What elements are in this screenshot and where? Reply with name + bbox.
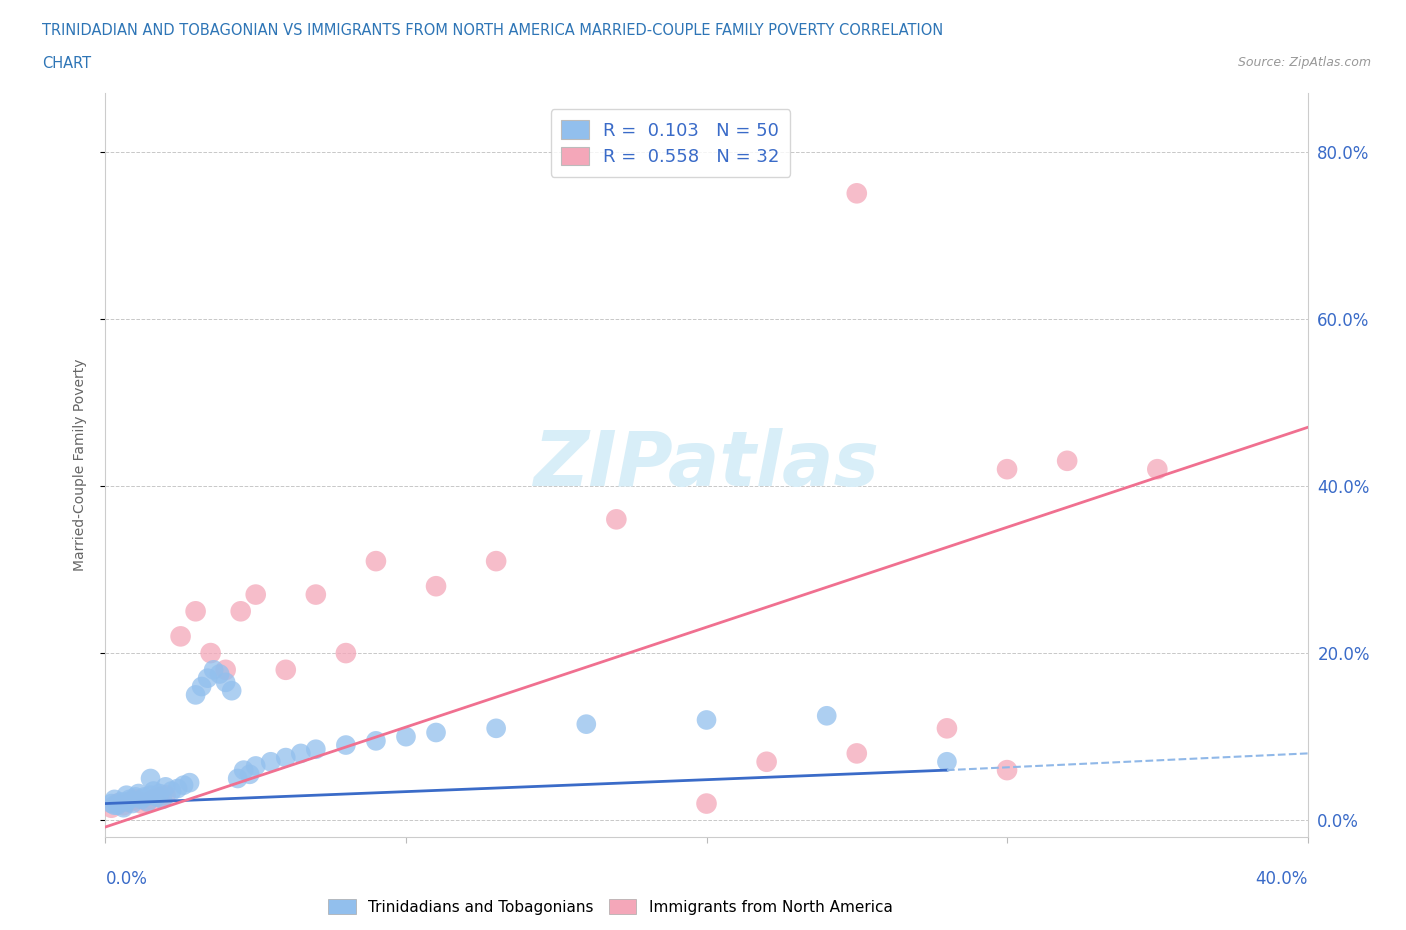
Point <box>139 788 162 803</box>
Point <box>166 781 188 796</box>
Point <box>115 788 138 803</box>
Point <box>124 792 146 807</box>
Point <box>103 792 125 807</box>
Text: 0.0%: 0.0% <box>105 870 148 888</box>
Point <box>845 746 868 761</box>
Point <box>148 786 170 801</box>
Point <box>148 790 170 804</box>
Point <box>155 779 177 794</box>
Point <box>112 801 135 816</box>
Point <box>142 784 165 799</box>
Point <box>208 667 231 682</box>
Point <box>936 721 959 736</box>
Point <box>305 742 328 757</box>
Point <box>136 794 159 809</box>
Point <box>107 796 129 811</box>
Point <box>160 784 183 799</box>
Legend: Trinidadians and Tobagonians, Immigrants from North America: Trinidadians and Tobagonians, Immigrants… <box>328 899 893 915</box>
Point <box>395 729 418 744</box>
Point <box>118 794 141 809</box>
Point <box>815 709 838 724</box>
Point <box>145 790 167 804</box>
Point <box>169 629 191 644</box>
Point <box>155 788 177 803</box>
Point <box>190 679 212 694</box>
Point <box>121 796 143 811</box>
Point <box>131 796 153 811</box>
Point <box>131 792 153 807</box>
Point <box>139 771 162 786</box>
Point <box>184 687 207 702</box>
Point <box>364 734 387 749</box>
Point <box>305 587 328 602</box>
Point <box>152 792 174 807</box>
Point <box>184 604 207 618</box>
Point <box>364 553 387 568</box>
Point <box>290 746 312 761</box>
Point <box>179 776 201 790</box>
Point <box>995 461 1018 476</box>
Point <box>485 721 508 736</box>
Point <box>260 754 283 769</box>
Text: ZIPatlas: ZIPatlas <box>533 428 880 502</box>
Point <box>107 798 129 813</box>
Point <box>100 796 122 811</box>
Point <box>845 186 868 201</box>
Point <box>995 763 1018 777</box>
Point <box>335 737 357 752</box>
Point <box>100 801 122 816</box>
Point <box>575 717 598 732</box>
Point <box>274 751 297 765</box>
Point <box>214 662 236 677</box>
Point <box>221 684 243 698</box>
Point <box>124 790 146 804</box>
Point <box>239 767 262 782</box>
Point <box>936 754 959 769</box>
Point <box>274 662 297 677</box>
Point <box>226 771 249 786</box>
Point <box>110 794 132 809</box>
Point <box>1056 454 1078 469</box>
Point <box>202 662 225 677</box>
Point <box>214 675 236 690</box>
Point <box>103 798 125 813</box>
Point <box>485 553 508 568</box>
Point <box>118 792 141 807</box>
Point <box>229 604 252 618</box>
Point <box>200 645 222 660</box>
Point <box>115 794 138 809</box>
Text: TRINIDADIAN AND TOBAGONIAN VS IMMIGRANTS FROM NORTH AMERICA MARRIED-COUPLE FAMIL: TRINIDADIAN AND TOBAGONIAN VS IMMIGRANTS… <box>42 23 943 38</box>
Text: CHART: CHART <box>42 56 91 71</box>
Point <box>605 512 627 526</box>
Y-axis label: Married-Couple Family Poverty: Married-Couple Family Poverty <box>73 359 87 571</box>
Point <box>425 578 447 593</box>
Point <box>142 792 165 807</box>
Point <box>696 796 718 811</box>
Point <box>1146 461 1168 476</box>
Point <box>134 790 156 804</box>
Point <box>755 754 778 769</box>
Point <box>232 763 254 777</box>
Point <box>173 777 195 792</box>
Point <box>425 725 447 740</box>
Text: 40.0%: 40.0% <box>1256 870 1308 888</box>
Point <box>128 786 150 801</box>
Text: Source: ZipAtlas.com: Source: ZipAtlas.com <box>1237 56 1371 69</box>
Point <box>245 587 267 602</box>
Point <box>335 645 357 660</box>
Point <box>112 798 135 813</box>
Point <box>696 712 718 727</box>
Point <box>197 671 219 685</box>
Point <box>245 759 267 774</box>
Point <box>136 794 159 809</box>
